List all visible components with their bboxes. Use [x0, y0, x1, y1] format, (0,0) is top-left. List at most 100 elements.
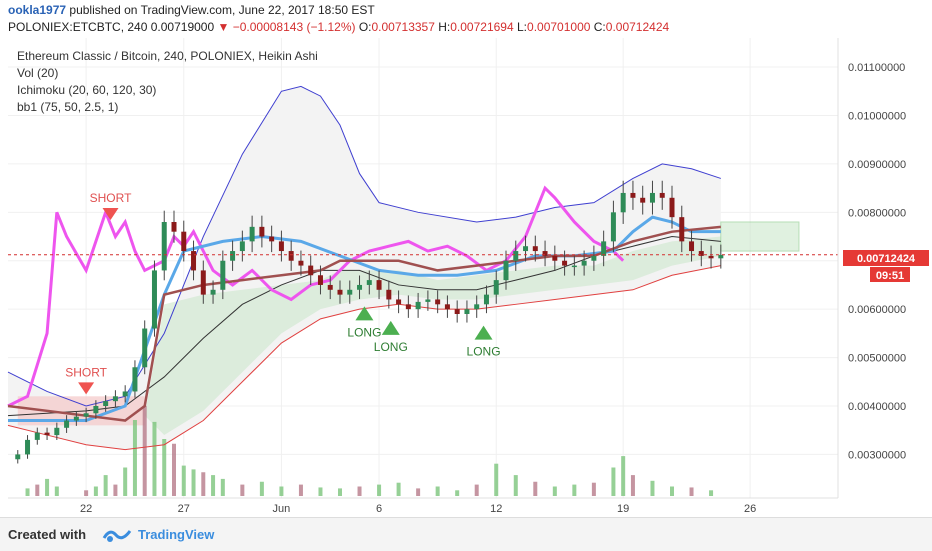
- candle-body: [54, 427, 60, 436]
- candle-body: [327, 284, 333, 290]
- volume-bar: [416, 488, 421, 496]
- x-tick-label: Jun: [273, 503, 291, 515]
- candle-body: [210, 289, 216, 295]
- candle-body: [474, 304, 480, 310]
- volume-bar: [35, 484, 40, 496]
- volume-bar: [357, 486, 362, 496]
- price-tag-bg: [843, 250, 929, 266]
- x-tick-label: 6: [376, 503, 382, 515]
- countdown: 09:51: [876, 270, 904, 282]
- chart-grid: [8, 38, 838, 498]
- candle-body: [620, 192, 626, 213]
- volume-bar: [552, 486, 557, 496]
- symbol: POLONIEX:ETCBTC, 240: [8, 20, 148, 34]
- volume-bar: [298, 484, 303, 496]
- volume-bar: [670, 486, 674, 496]
- candle-body: [298, 260, 304, 266]
- volume-bar: [621, 456, 626, 496]
- candle-body: [698, 251, 704, 256]
- volume-bar: [93, 486, 98, 496]
- legend-volume: Vol (20): [17, 66, 58, 80]
- cloud-future-area: [720, 221, 800, 252]
- volume-bar: [45, 478, 50, 496]
- volume-bar: [630, 475, 635, 496]
- candle-body: [161, 222, 167, 271]
- volume-bar: [513, 475, 518, 496]
- candle-body: [386, 289, 392, 300]
- volume-bar: [709, 490, 714, 496]
- candle-body: [532, 246, 538, 252]
- down-arrow-icon: ▼: [217, 20, 230, 34]
- candle-body: [679, 217, 685, 242]
- created-with-label: Created with: [8, 527, 87, 542]
- candle-body: [239, 241, 245, 252]
- username[interactable]: ookla1977: [8, 3, 67, 17]
- high-value: 0.00721694: [450, 20, 514, 34]
- candle-body: [396, 299, 402, 305]
- last-price-tag: 0.00712424 09:51: [843, 250, 929, 282]
- time-axis[interactable]: 22 27 Jun 6 12 19 26: [80, 503, 756, 515]
- low-value: 0.00701000: [527, 20, 591, 34]
- candle-body: [259, 226, 265, 237]
- tradingview-brand-link[interactable]: TradingView: [138, 527, 215, 542]
- candle-body: [503, 260, 509, 281]
- candle-body: [483, 294, 489, 305]
- candle-body: [425, 299, 431, 302]
- long-signal-label: LONG: [467, 345, 501, 359]
- volume-bar: [377, 484, 382, 496]
- legend: Ethereum Classic / Bitcoin, 240, POLONIE…: [17, 49, 318, 114]
- tradingview-logo-icon[interactable]: [102, 526, 132, 544]
- candle-body: [640, 197, 646, 203]
- volume-bar: [123, 467, 128, 496]
- bb-lower-line: [7, 265, 721, 451]
- short-arrow-icon: [78, 382, 95, 395]
- low-label: L:: [517, 20, 528, 34]
- candle-body: [83, 413, 89, 417]
- long-arrow-icon: [355, 306, 374, 321]
- volume-bar: [689, 487, 694, 496]
- candle-body: [718, 254, 724, 259]
- candle-body: [34, 432, 40, 440]
- candle-body: [562, 260, 568, 266]
- last-price: 0.00719000: [150, 20, 215, 34]
- candle-body: [708, 255, 714, 259]
- candle-body: [649, 192, 655, 203]
- open-value: 0.00713357: [371, 20, 435, 34]
- candle-body: [513, 251, 519, 261]
- candle-body: [659, 192, 665, 198]
- close-label: C:: [593, 20, 606, 34]
- y-tick-label: 0.01000000: [848, 110, 906, 122]
- candle-body: [308, 265, 314, 276]
- y-tick-label: 0.00400000: [848, 401, 906, 413]
- candle-body: [288, 251, 294, 261]
- volume-bar: [591, 482, 596, 496]
- candle-body: [200, 270, 206, 295]
- y-tick-label: 0.00800000: [848, 207, 906, 219]
- candle-body: [552, 255, 558, 261]
- high-label: H:: [438, 20, 451, 34]
- volume-bars: [25, 405, 714, 496]
- volume-bar: [103, 475, 108, 496]
- candle-body: [337, 289, 343, 295]
- volume-bar: [84, 490, 89, 496]
- candle-body: [103, 401, 109, 406]
- candle-body: [376, 280, 382, 290]
- candle-body: [64, 420, 70, 428]
- legend-ichimoku: Ichimoku (20, 60, 120, 30): [17, 83, 156, 97]
- short-arrow-icon: [102, 208, 119, 220]
- volume-bar: [259, 481, 264, 496]
- long-signal-label: LONG: [347, 325, 381, 339]
- candle-body: [571, 265, 577, 268]
- change: −0.00008143 (−1.12%): [232, 20, 356, 34]
- candle-body: [366, 280, 372, 285]
- x-tick-label: 12: [490, 503, 502, 515]
- conversion-line: [8, 215, 721, 423]
- volume-bar: [279, 486, 284, 496]
- y-tick-label: 0.00300000: [848, 449, 906, 461]
- long-signal-label: LONG: [374, 340, 408, 354]
- candle-body: [181, 231, 187, 252]
- candle-body: [25, 439, 31, 455]
- volume-bar: [240, 484, 245, 496]
- candle-body: [73, 416, 79, 421]
